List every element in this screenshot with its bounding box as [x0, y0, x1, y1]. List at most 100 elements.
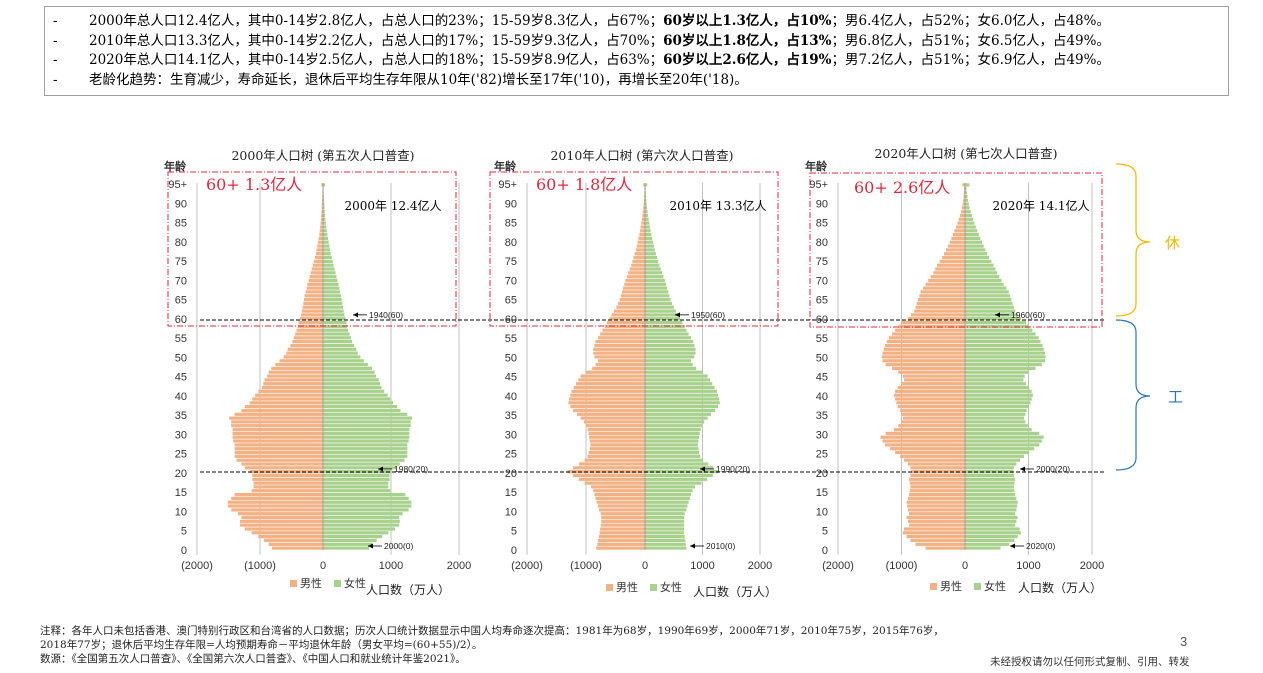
male-bar	[631, 263, 645, 267]
female-bar	[323, 221, 326, 225]
y-tick-label: 95+	[168, 179, 187, 191]
y-tick-label: 40	[175, 391, 187, 403]
arrow-head	[1020, 466, 1025, 472]
female-bar	[323, 240, 329, 244]
female-bar	[323, 454, 408, 458]
female-bar	[645, 191, 646, 195]
male-bar	[949, 240, 965, 244]
male-bar	[954, 229, 965, 233]
female-bar	[645, 229, 651, 233]
female-bar	[965, 531, 1021, 535]
x-axis-label: 人口数（万人）	[693, 584, 777, 599]
legend-swatch-male	[290, 580, 297, 587]
male-bar	[295, 332, 323, 336]
male-bar	[567, 470, 645, 474]
female-bar	[965, 271, 998, 275]
male-bar	[573, 408, 645, 413]
female-bar	[965, 252, 988, 256]
female-bar	[645, 408, 716, 413]
male-bar	[570, 393, 646, 397]
female-bar	[323, 428, 410, 432]
male-bar	[882, 351, 965, 355]
female-bar	[645, 271, 663, 275]
male-bar	[635, 248, 645, 252]
male-bar	[589, 439, 645, 443]
female-bar	[323, 340, 353, 344]
male-bar	[882, 359, 965, 363]
female-bar	[645, 531, 685, 535]
male-bar	[578, 462, 645, 466]
female-bar	[323, 187, 324, 191]
female-bar	[965, 194, 968, 199]
female-bar	[645, 236, 653, 241]
y-tick-label: 90	[175, 198, 187, 210]
male-bar	[960, 210, 965, 214]
female-bar	[645, 546, 687, 550]
y-tick-label: 25	[816, 449, 828, 461]
female-bar	[645, 255, 658, 260]
female-bar	[323, 527, 396, 531]
female-bar	[645, 500, 689, 504]
male-bar	[641, 221, 645, 225]
female-bar	[323, 332, 350, 336]
female-bar	[645, 519, 685, 523]
male-bar	[892, 366, 965, 371]
female-bar	[323, 206, 325, 210]
male-bar	[578, 477, 645, 481]
y-tick-label: 90	[505, 198, 517, 210]
female-bar	[323, 431, 410, 436]
y-tick-label: 70	[816, 275, 828, 287]
male-bar	[915, 542, 965, 546]
y-tick-label: 60	[175, 314, 187, 326]
male-bar	[580, 416, 645, 420]
male-bar	[596, 500, 645, 504]
bullet: -	[53, 13, 58, 29]
female-bar	[965, 213, 972, 218]
female-bar	[645, 343, 695, 348]
male-bar	[618, 301, 645, 306]
female-bar	[645, 210, 648, 214]
female-bar	[965, 259, 992, 264]
female-bar	[645, 416, 708, 420]
male-bar	[587, 454, 645, 458]
male-bar	[317, 244, 323, 248]
y-tick-label: 75	[505, 256, 517, 268]
female-bar	[323, 233, 328, 237]
y-tick-label: 15	[816, 487, 828, 499]
female-bar	[645, 278, 665, 283]
female-bar	[323, 183, 326, 187]
female-bar	[645, 328, 687, 332]
female-bar	[965, 320, 1026, 325]
female-bar	[965, 527, 1020, 531]
female-bar	[323, 275, 337, 279]
male-bar	[904, 378, 965, 382]
arrow-head	[353, 312, 358, 318]
female-bar	[645, 252, 656, 256]
male-bar	[252, 473, 323, 478]
y-tick-label: 80	[505, 237, 517, 249]
male-bar	[638, 236, 645, 241]
female-bar	[965, 489, 1015, 493]
male-bar	[915, 305, 965, 309]
female-bar	[323, 378, 379, 382]
male-bar	[302, 305, 323, 309]
female-bar	[645, 351, 696, 355]
male-bar	[614, 309, 646, 313]
female-bar	[965, 443, 1040, 447]
male-bar	[898, 370, 965, 374]
female-bar	[645, 213, 649, 218]
female-bar	[965, 210, 971, 214]
female-bar	[323, 305, 344, 309]
male-bar	[904, 527, 965, 531]
female-bar	[645, 428, 701, 432]
female-bar	[323, 435, 410, 439]
male-bar	[253, 485, 323, 489]
x-tick-label: 1000	[1016, 560, 1040, 572]
female-bar	[965, 332, 1036, 336]
female-bar	[323, 546, 370, 550]
footnote: 注释：各年人口未包括香港、澳门特别行政区和台湾省的人口数据；历次人口统计数据显示…	[40, 624, 944, 666]
y-tick-label: 5	[822, 526, 828, 538]
summary-line-2020: - 2020年总人口14.1亿人，其中0-14岁2.5亿人，占总人口的18%；15…	[45, 51, 1228, 71]
male-bar	[255, 393, 323, 397]
male-bar	[901, 420, 965, 424]
